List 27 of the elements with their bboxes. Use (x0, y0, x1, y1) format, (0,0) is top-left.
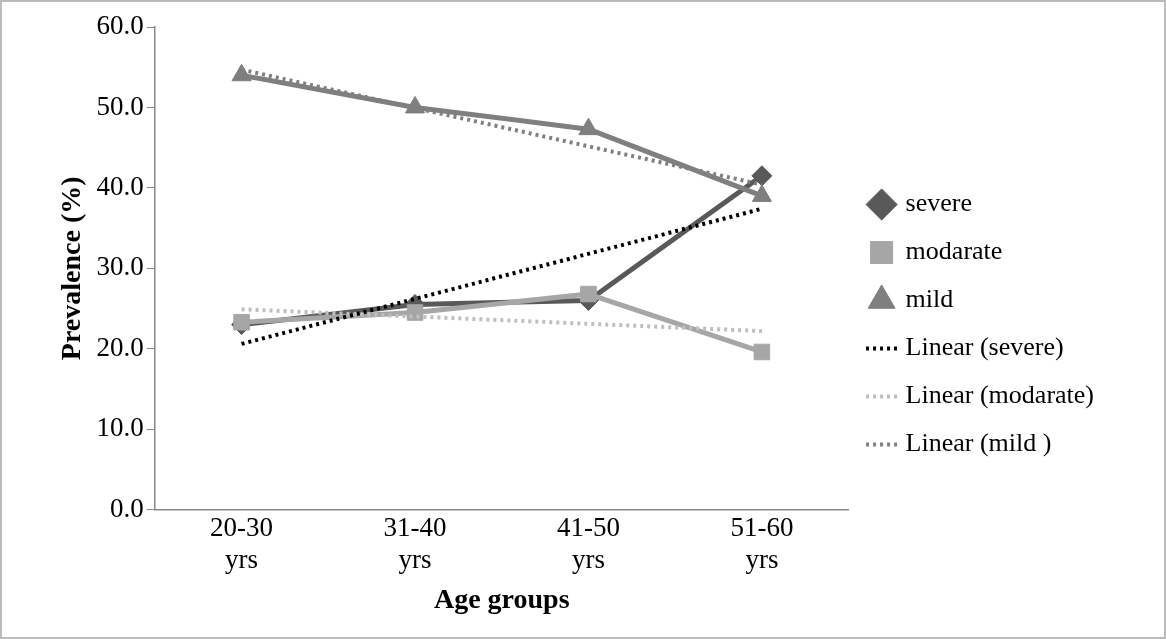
x-tick-label: 41-50 yrs (556, 511, 620, 575)
legend-label: mild (905, 284, 954, 314)
legend-label: modarate (905, 236, 1003, 266)
legend-label: Linear (mild ) (905, 428, 1052, 458)
y-tick-label: 20.0 (96, 331, 144, 362)
x-tick-label: 31-40 yrs (383, 511, 447, 575)
point (580, 285, 597, 303)
point (233, 313, 250, 331)
x-axis-title: Age groups (433, 583, 570, 615)
y-tick-label: 10.0 (96, 412, 144, 443)
y-tick-label: 0.0 (110, 492, 144, 523)
y-tick-label: 30.0 (96, 251, 144, 282)
point (406, 304, 424, 321)
legend-label: severe (905, 188, 973, 218)
x-tick-label: 51-60 yrs (730, 511, 794, 575)
y-tick-label: 60.0 (96, 10, 144, 41)
point (404, 95, 426, 114)
x-tick-label: 20-30 yrs (210, 511, 274, 575)
y-tick-label: 40.0 (96, 170, 144, 201)
legend-label: Linear (severe) (905, 332, 1064, 362)
point (578, 117, 599, 136)
legend-label: Linear (modarate) (905, 380, 1094, 410)
point (753, 343, 771, 361)
point (231, 63, 252, 82)
y-tick-label: 50.0 (96, 90, 144, 121)
y-axis-title: Prevalence (%) (55, 176, 87, 361)
point (751, 184, 772, 202)
